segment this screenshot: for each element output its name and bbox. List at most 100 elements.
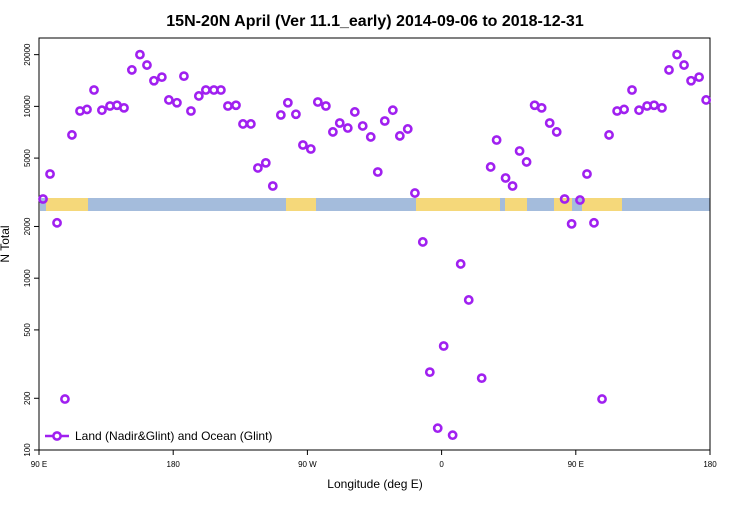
point xyxy=(245,119,256,129)
point xyxy=(320,101,331,111)
y-tick-label: 500 xyxy=(23,323,32,337)
point xyxy=(544,118,555,128)
point xyxy=(447,430,458,441)
point xyxy=(342,123,353,133)
land-segment xyxy=(416,198,500,211)
point xyxy=(410,188,420,198)
point xyxy=(231,100,241,111)
point xyxy=(438,341,449,351)
point xyxy=(589,217,599,228)
point xyxy=(135,49,145,60)
point xyxy=(619,104,630,115)
point xyxy=(305,144,316,154)
point xyxy=(604,130,614,140)
land-segment xyxy=(286,198,316,211)
point xyxy=(216,85,226,95)
point xyxy=(291,109,301,120)
x-axis-label: Longitude (deg E) xyxy=(327,477,422,491)
point xyxy=(357,121,368,131)
y-tick-label: 1000 xyxy=(23,269,32,287)
chart-title: 15N-20N April (Ver 11.1_early) 2014-09-0… xyxy=(166,13,584,30)
plot-frame xyxy=(38,37,711,451)
point xyxy=(282,97,293,108)
y-tick-label: 200 xyxy=(23,391,32,405)
point xyxy=(260,157,271,168)
legend-marker xyxy=(52,431,62,441)
point xyxy=(119,102,129,113)
y-tick-label: 5000 xyxy=(23,149,32,167)
point xyxy=(514,146,525,156)
point xyxy=(349,107,360,117)
point xyxy=(267,181,278,191)
point xyxy=(657,102,667,113)
point xyxy=(424,367,435,378)
land-segment xyxy=(46,198,88,211)
point xyxy=(394,131,405,141)
point xyxy=(694,72,705,83)
point xyxy=(500,173,511,183)
point xyxy=(156,72,167,83)
x-tick-label: 180 xyxy=(703,460,717,469)
point xyxy=(38,194,48,204)
point xyxy=(582,169,592,179)
point xyxy=(432,423,443,434)
point xyxy=(172,97,182,108)
point xyxy=(566,218,577,229)
point xyxy=(275,110,286,120)
point xyxy=(252,163,263,173)
point xyxy=(476,373,487,384)
point xyxy=(193,91,204,101)
point xyxy=(627,85,637,95)
point xyxy=(485,162,496,172)
point xyxy=(163,95,174,105)
point xyxy=(634,105,644,116)
point xyxy=(679,60,689,70)
y-tick-label: 100 xyxy=(23,443,32,457)
point xyxy=(82,104,92,115)
point xyxy=(463,295,474,305)
land-strip xyxy=(40,198,710,211)
point xyxy=(372,167,383,177)
x-tick-label: 90 W xyxy=(298,460,317,469)
point xyxy=(327,127,338,137)
ocean-band xyxy=(40,198,710,211)
point xyxy=(507,181,518,191)
point xyxy=(126,65,137,75)
point xyxy=(559,194,570,204)
point xyxy=(536,102,547,113)
y-axis-label: N Total xyxy=(0,225,12,262)
land-segment xyxy=(582,198,622,211)
point xyxy=(60,394,70,404)
y-tick-label: 2000 xyxy=(23,217,32,235)
x-tick-label: 180 xyxy=(167,460,181,469)
point xyxy=(387,105,398,116)
point xyxy=(149,75,159,86)
point xyxy=(142,60,152,70)
point xyxy=(455,259,466,269)
point xyxy=(67,130,77,140)
point xyxy=(521,157,532,167)
point xyxy=(179,71,189,82)
point xyxy=(89,85,99,95)
legend-label: Land (Nadir&Glint) and Ocean (Glint) xyxy=(75,429,272,443)
point xyxy=(649,100,659,111)
land-segment xyxy=(505,198,527,211)
point xyxy=(686,75,696,86)
point xyxy=(298,140,308,150)
x-tick-label: 90 E xyxy=(31,460,47,469)
point xyxy=(379,116,390,126)
x-tick-label: 90 E xyxy=(568,460,584,469)
point xyxy=(491,135,502,145)
point xyxy=(551,127,562,137)
point xyxy=(312,97,323,107)
point xyxy=(672,49,682,60)
point xyxy=(402,124,413,134)
x-tick-label: 0 xyxy=(439,460,444,469)
point xyxy=(701,95,712,105)
point xyxy=(365,132,376,142)
point xyxy=(664,65,674,75)
point xyxy=(417,237,428,247)
